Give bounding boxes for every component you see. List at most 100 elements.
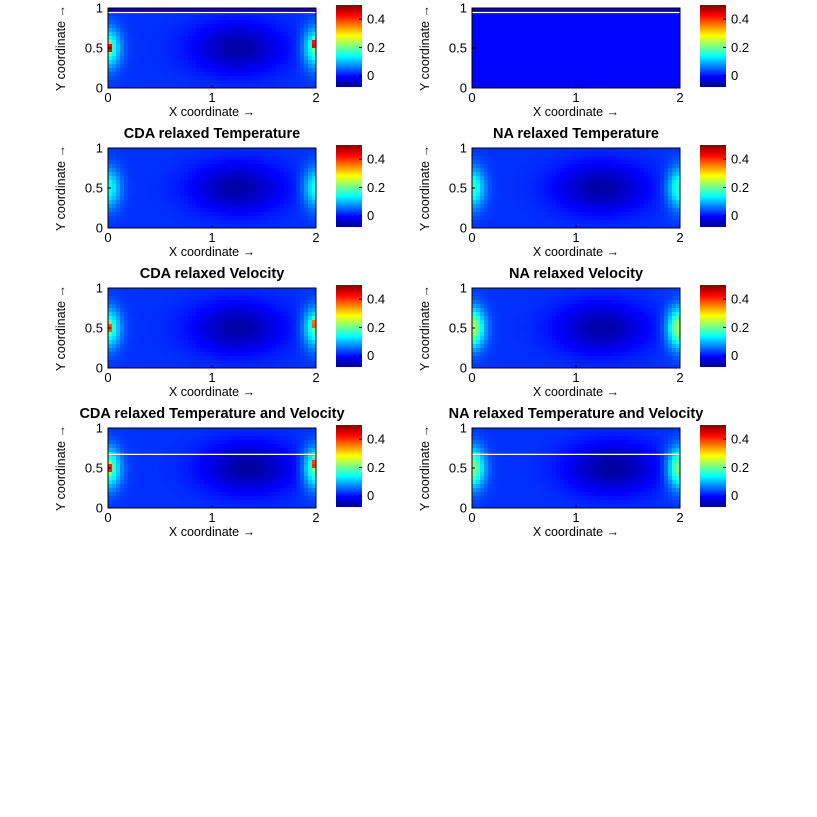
heatmap-cell: [248, 56, 253, 61]
heatmap-cell: [144, 312, 149, 317]
heatmap-cell: [272, 304, 277, 309]
heatmap-cell: [596, 48, 601, 53]
heatmap-cell: [644, 216, 649, 221]
subplot-1: 0 1 200.51X coordinate →Y coordinate → 00.2…: [54, 1, 385, 120]
heatmap-cell: [220, 80, 225, 85]
heatmap-cell: [200, 320, 205, 325]
heatmap-cell: [192, 200, 197, 205]
heatmap-cell: [284, 180, 289, 185]
heatmap-cell: [268, 296, 273, 301]
heatmap-cell: [200, 152, 205, 157]
heatmap-cell: [672, 180, 677, 185]
heatmap-cell: [524, 168, 529, 173]
heatmap-cell: [300, 40, 305, 45]
heatmap-cell: [136, 184, 141, 189]
heatmap-cell: [528, 40, 533, 45]
heatmap-cell: [200, 52, 205, 57]
heatmap-cell: [556, 204, 561, 209]
heatmap-cell: [156, 304, 161, 309]
heatmap-cell: [272, 312, 277, 317]
heatmap-cell: [524, 184, 529, 189]
heatmap-cell: [176, 336, 181, 341]
heatmap-cell: [196, 312, 201, 317]
heatmap-cell: [472, 32, 477, 37]
heatmap-cell: [516, 216, 521, 221]
heatmap-cell: [308, 336, 313, 341]
heatmap-cell: [620, 64, 625, 69]
heatmap-cell: [268, 76, 273, 81]
heatmap-cell: [192, 164, 197, 169]
heatmap-cell: [304, 324, 309, 329]
heatmap-cell: [588, 204, 593, 209]
heatmap-cell: [472, 220, 477, 225]
heatmap-cell: [220, 172, 225, 177]
heatmap-cell: [532, 40, 537, 45]
heatmap-cell: [548, 160, 553, 165]
heatmap-cell: [612, 148, 617, 153]
heatmap-cell: [280, 304, 285, 309]
heatmap-cell: [536, 180, 541, 185]
heatmap-cell: [588, 84, 593, 89]
heatmap-cell: [284, 300, 289, 305]
heatmap-cell: [624, 32, 629, 37]
heatmap-cell: [264, 168, 269, 173]
heatmap-cell: [152, 76, 157, 81]
heatmap-cell: [568, 152, 573, 157]
heatmap-cell: [268, 172, 273, 177]
heatmap-cell: [536, 32, 541, 37]
heatmap-cell: [128, 216, 133, 221]
heatmap-cell: [540, 204, 545, 209]
heatmap-cell: [636, 84, 641, 89]
heatmap-cell: [108, 36, 113, 41]
heatmap-cell: [264, 176, 269, 181]
heatmap-cell: [280, 32, 285, 37]
heatmap-cell: [304, 60, 309, 65]
heatmap-cell: [640, 48, 645, 53]
heatmap-cell: [620, 192, 625, 197]
heatmap-cell: [216, 216, 221, 221]
heatmap-cell: [628, 160, 633, 165]
heatmap-cell: [664, 208, 669, 213]
x-tick-label: 2: [312, 230, 319, 245]
heatmap-cell: [216, 176, 221, 181]
heatmap-cell: [588, 12, 593, 17]
heatmap-cell: [536, 164, 541, 169]
heatmap-cell: [664, 44, 669, 49]
heatmap-cell: [636, 204, 641, 209]
heatmap-cell: [152, 312, 157, 317]
heatmap-cell: [520, 192, 525, 197]
heatmap-cell: [144, 76, 149, 81]
heatmap-cell: [136, 40, 141, 45]
heatmap-cell: [676, 180, 681, 185]
heatmap-cell: [660, 40, 665, 45]
heatmap-cell: [252, 204, 257, 209]
heatmap-cell: [108, 340, 113, 345]
heatmap-cell: [188, 316, 193, 321]
heatmap-cell: [236, 192, 241, 197]
heatmap-cell: [664, 172, 669, 177]
heatmap-cell: [268, 324, 273, 329]
heatmap-cell: [196, 196, 201, 201]
heatmap-cell: [132, 64, 137, 69]
heatmap-cell: [592, 60, 597, 65]
heatmap-cell: [140, 216, 145, 221]
heatmap-cell: [228, 296, 233, 301]
heatmap-cell: [256, 204, 261, 209]
heatmap-cell: [600, 32, 605, 37]
heatmap-cell: [524, 220, 529, 225]
heatmap-cell: [128, 36, 133, 41]
heatmap-cell: [500, 184, 505, 189]
heatmap-cell: [120, 184, 125, 189]
heatmap-cell: [152, 16, 157, 21]
heatmap-cell: [152, 12, 157, 17]
heatmap-cell: [552, 48, 557, 53]
heatmap-cell: [616, 176, 621, 181]
heatmap-cell: [500, 160, 505, 165]
heatmap-cell: [192, 152, 197, 157]
heatmap-cell: [220, 300, 225, 305]
heatmap-cell: [148, 332, 153, 337]
heatmap-cell: [564, 204, 569, 209]
heatmap-cell: [164, 76, 169, 81]
heatmap-cell: [644, 56, 649, 61]
heatmap-cell: [556, 60, 561, 65]
